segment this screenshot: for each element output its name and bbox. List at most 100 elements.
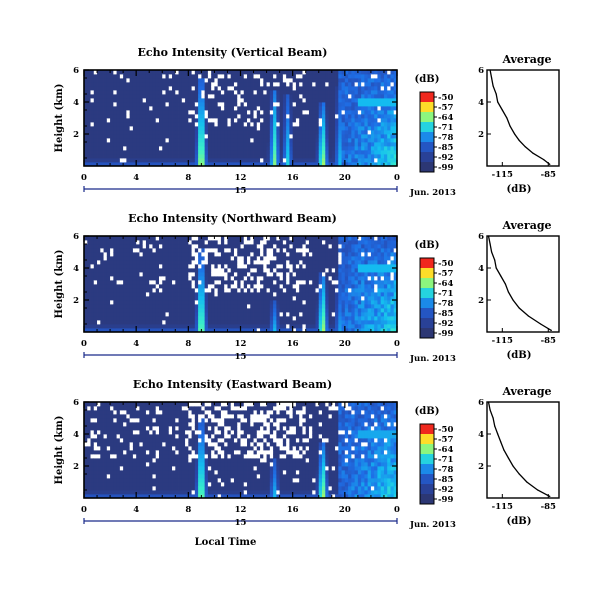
heatmap-cell — [322, 114, 326, 119]
heatmap-cell — [364, 284, 369, 289]
heatmap-cell — [328, 150, 333, 155]
heatmap-cell — [348, 328, 352, 333]
heatmap-cell — [348, 276, 352, 281]
heatmap-cell — [90, 86, 95, 91]
heatmap-cell — [204, 284, 209, 289]
heatmap-cell — [237, 102, 241, 107]
heatmap-cell — [393, 252, 398, 257]
heatmap-cell — [354, 316, 359, 321]
heatmap-cell — [383, 138, 388, 143]
heatmap-cell — [237, 82, 241, 87]
heatmap-cell — [155, 284, 160, 289]
heatmap-cell — [191, 272, 196, 277]
heatmap-cell — [282, 162, 287, 167]
heatmap-cell — [335, 154, 339, 159]
heatmap-cell — [243, 162, 248, 167]
heatmap-cell — [126, 114, 131, 119]
heatmap-cell — [172, 248, 176, 253]
heatmap-cell — [103, 320, 108, 325]
heatmap-cell — [263, 280, 267, 285]
heatmap-cell — [282, 70, 287, 75]
heatmap-cell — [93, 110, 98, 115]
heatmap-cell — [217, 154, 222, 159]
heatmap-cell — [286, 158, 290, 163]
heatmap-cell — [354, 280, 359, 285]
heatmap-cell — [315, 74, 320, 79]
heatmap-cell — [299, 150, 303, 155]
heatmap-cell — [393, 74, 398, 79]
heatmap-cell — [123, 316, 127, 321]
heatmap-cell — [282, 74, 287, 79]
heatmap-cell — [240, 118, 245, 123]
heatmap-cell — [276, 86, 281, 91]
heatmap-cell — [377, 142, 382, 147]
heatmap-cell — [266, 292, 271, 297]
heatmap-cell — [292, 138, 297, 143]
heatmap-cell — [348, 130, 352, 135]
heatmap-cell — [149, 94, 153, 99]
heatmap-cell — [233, 150, 238, 155]
heatmap-cell — [178, 328, 183, 333]
heatmap-cell — [338, 70, 342, 75]
heatmap-cell — [110, 90, 114, 95]
heatmap-cell — [387, 110, 391, 115]
heatmap-cell — [185, 130, 189, 135]
colorbar: (dB)-50-57-64-71-78-85-92-99 — [415, 240, 454, 339]
heatmap-cell — [357, 268, 362, 273]
heatmap-cell — [279, 264, 284, 269]
heatmap-cell — [390, 146, 395, 151]
heatmap-cell — [119, 248, 124, 253]
heatmap-cell — [308, 264, 313, 269]
heatmap-cell — [247, 300, 251, 305]
heatmap-cell — [318, 252, 323, 257]
heatmap-cell — [139, 240, 144, 245]
heatmap-cell — [227, 312, 232, 317]
heatmap-cell — [103, 316, 108, 321]
heatmap-cell — [305, 240, 310, 245]
heatmap-cell — [106, 320, 111, 325]
heatmap-cell — [136, 74, 140, 79]
heatmap-cell — [93, 256, 98, 261]
heatmap-cell — [198, 328, 202, 333]
heatmap-cell — [152, 268, 157, 273]
heatmap-cell — [132, 276, 137, 281]
heatmap-cell — [152, 236, 157, 241]
heatmap-cell — [357, 74, 362, 79]
heatmap-cell — [220, 82, 225, 87]
heatmap-cell — [308, 158, 313, 163]
heatmap-cell — [106, 312, 111, 317]
heatmap-cell — [155, 316, 160, 321]
heatmap-cell — [123, 106, 127, 111]
heatmap-cell — [93, 154, 98, 159]
heatmap-cell — [335, 118, 339, 123]
heatmap-cell — [207, 276, 212, 281]
heatmap-cell — [240, 280, 245, 285]
heatmap-cell — [393, 78, 398, 83]
heatmap-cell — [201, 260, 206, 265]
heatmap-cell — [227, 308, 232, 313]
heatmap-cell — [338, 154, 342, 159]
heatmap-cell — [240, 248, 245, 253]
heatmap-cell — [201, 98, 206, 103]
heatmap-cell — [201, 324, 206, 329]
heatmap-cell — [312, 312, 316, 317]
heatmap-cell — [113, 288, 118, 293]
heatmap-cell — [357, 236, 362, 241]
heatmap-cell — [250, 114, 254, 119]
heatmap-cell — [305, 82, 310, 87]
heatmap-cell — [142, 102, 147, 107]
heatmap-cell — [123, 122, 127, 127]
heatmap-cell — [165, 122, 170, 127]
heatmap-cell — [123, 328, 127, 333]
heatmap-cell — [185, 74, 189, 79]
heatmap-cell — [374, 300, 378, 305]
heatmap-cell — [322, 296, 326, 301]
heatmap-cell — [325, 74, 329, 79]
heatmap-cell — [344, 150, 349, 155]
heatmap-cell — [227, 142, 232, 147]
heatmap-cell — [116, 98, 121, 103]
heatmap-cell — [123, 158, 127, 163]
heatmap-cell — [165, 94, 170, 99]
heatmap-cell — [383, 252, 388, 257]
heatmap-cell — [312, 244, 316, 249]
